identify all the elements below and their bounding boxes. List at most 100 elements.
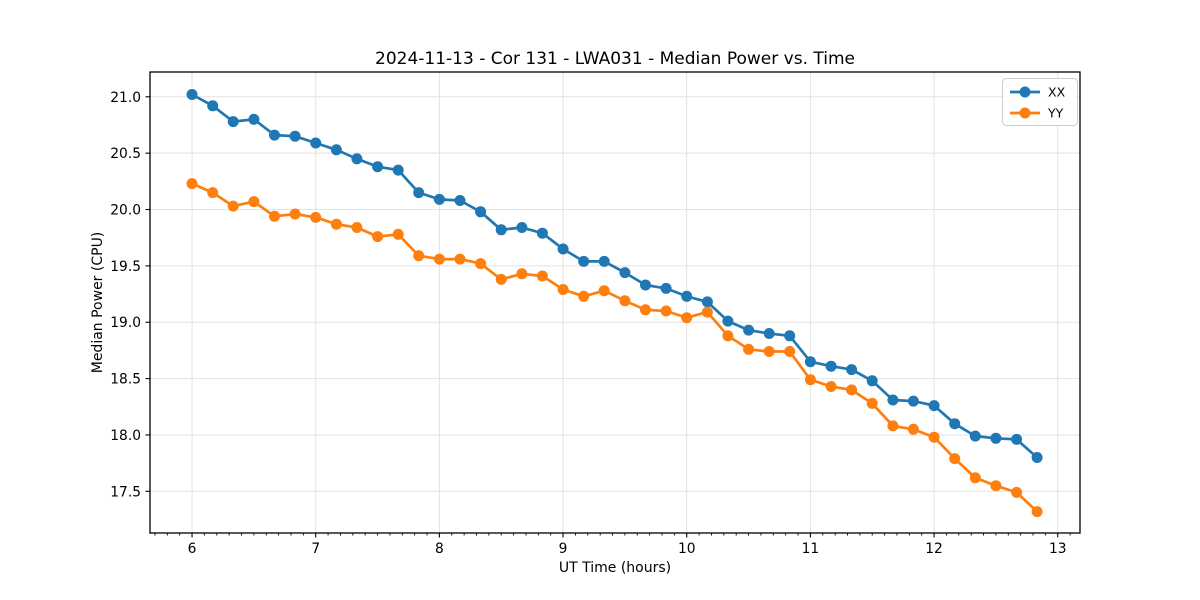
series-yy-marker [763, 346, 775, 357]
y-tick-label: 18.0 [110, 428, 141, 444]
series-xx-marker [248, 113, 260, 125]
series-xx-marker [722, 315, 734, 327]
series-xx-marker [433, 193, 445, 205]
series-yy-marker [804, 374, 816, 386]
series-xx-marker [907, 395, 919, 407]
y-axis-label: Median Power (CPU) [90, 232, 106, 374]
y-tick-label: 19.5 [110, 259, 141, 275]
series-xx-marker [351, 153, 363, 165]
x-tick-label: 13 [1049, 541, 1067, 557]
y-tick-label: 20.5 [110, 146, 141, 162]
y-tick-label: 20.0 [110, 203, 141, 219]
series-yy-marker [186, 178, 198, 190]
series-xx-marker [310, 137, 322, 149]
series-yy-marker [1031, 506, 1043, 518]
series-yy-marker [887, 420, 899, 432]
series-yy-marker [310, 211, 322, 223]
series-yy-marker [969, 472, 981, 484]
y-tick-label: 21.0 [110, 90, 141, 106]
series-yy-marker [269, 210, 280, 222]
series-xx-marker [557, 243, 569, 255]
series-xx-marker [186, 89, 198, 100]
series-xx-marker [619, 267, 631, 279]
series-yy-marker [578, 290, 590, 302]
series-xx-marker [660, 282, 672, 294]
series-yy-marker [330, 218, 342, 230]
series-xx-marker [743, 324, 755, 336]
series-yy-marker [207, 187, 219, 199]
series-xx-marker [1011, 433, 1023, 445]
series-yy-marker [701, 306, 713, 318]
legend-box [1002, 78, 1078, 126]
series-yy-marker [825, 381, 837, 392]
series-yy-marker [619, 295, 631, 307]
x-tick-label: 12 [925, 541, 943, 557]
series-xx-marker [928, 400, 940, 412]
series-yy-marker [866, 397, 878, 409]
series-yy-marker [557, 284, 569, 295]
series-xx-marker [413, 187, 425, 199]
series-yy-marker [392, 228, 404, 240]
series-yy-marker [846, 384, 858, 396]
legend-label-xx: XX [1048, 85, 1066, 100]
series-yy-marker [598, 285, 610, 297]
series-xx-marker [475, 206, 487, 218]
series-yy-marker [351, 222, 363, 233]
legend: XX YY [1002, 78, 1078, 126]
series-xx-marker [578, 255, 590, 267]
series-xx-marker [681, 290, 693, 302]
series-xx-marker [495, 224, 507, 236]
series-xx-marker [392, 164, 404, 176]
series-yy-marker [949, 453, 961, 465]
series-xx-marker [701, 296, 713, 308]
series-yy-marker [1011, 486, 1023, 498]
grid-layer [150, 72, 1080, 533]
tick-layer: 6 7 8 9 10 11 12 13 17.5 18.0 18.5 19.0 19.5 20.0 20.5… [110, 90, 1071, 557]
series-yy-marker [660, 305, 672, 317]
series-yy-marker [495, 273, 507, 285]
series-xx-marker [866, 375, 878, 387]
series-xx-marker [289, 130, 301, 142]
series-xx-marker [846, 364, 858, 376]
series-xx-marker [516, 222, 528, 233]
series-yy-marker [743, 343, 755, 355]
x-tick-label: 11 [802, 541, 820, 557]
legend-swatch-marker-yy [1019, 107, 1031, 119]
series-yy-marker [536, 270, 548, 282]
series-yy-marker [928, 431, 940, 443]
series-xx-marker [454, 195, 466, 206]
series-yy-marker [516, 268, 528, 280]
x-tick-label: 8 [435, 541, 444, 557]
x-tick-label: 10 [678, 541, 696, 557]
series-yy-marker [433, 253, 445, 265]
series-xx-marker [536, 227, 548, 239]
series-yy-marker [784, 346, 796, 357]
legend-swatch-marker-xx [1019, 86, 1031, 98]
series-xx-marker [825, 360, 837, 372]
x-tick-label: 9 [559, 541, 568, 557]
x-tick-label: 6 [188, 541, 197, 557]
series-xx-marker [1031, 452, 1043, 463]
series-xx-marker [227, 116, 239, 128]
series-xx-marker [887, 394, 899, 406]
series-yy-marker [907, 423, 919, 435]
y-tick-label: 18.5 [110, 372, 141, 388]
series-yy-marker [289, 208, 301, 220]
series-yy-marker [372, 231, 384, 243]
series-yy-marker [227, 200, 239, 212]
series-xx-marker [330, 144, 342, 156]
series-xx-marker [804, 356, 816, 368]
series-xx-marker [763, 328, 775, 339]
series-yy-marker [475, 258, 487, 270]
chart-title: 2024-11-13 - Cor 131 - LWA031 - Median P… [375, 49, 855, 69]
legend-label-yy: YY [1047, 106, 1064, 121]
y-tick-label: 19.0 [110, 315, 141, 331]
series-xx-marker [784, 330, 796, 342]
series-yy-line [191, 182, 1039, 513]
series-xx-marker [372, 161, 384, 173]
series-xx-marker [598, 255, 610, 267]
series-yy-marker [722, 330, 734, 342]
series-xx-marker [990, 432, 1002, 444]
